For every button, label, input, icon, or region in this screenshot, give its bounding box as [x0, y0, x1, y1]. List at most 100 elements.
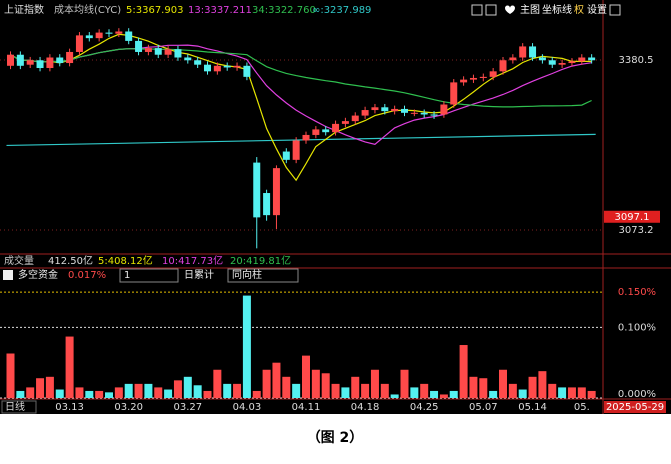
zoom-out[interactable]: [485, 4, 497, 16]
fund-bar: [518, 389, 527, 398]
candle-body: [184, 57, 192, 61]
volume-ma: 10:417.73亿: [162, 254, 223, 267]
x-tick-label: 04.11: [292, 402, 321, 413]
candle-body: [66, 51, 74, 64]
fund-bar: [124, 383, 133, 398]
fund-bar: [213, 369, 222, 398]
upload-icon[interactable]: [609, 4, 621, 16]
candle-body: [174, 49, 182, 58]
candle-body: [46, 57, 54, 69]
fund-bar: [65, 336, 74, 398]
button[interactable]: 坐标线: [542, 3, 572, 16]
moving-average: [10, 48, 592, 108]
cost-line: [6, 133, 596, 147]
candle-body: [56, 57, 64, 64]
fund-bar: [410, 387, 419, 398]
fund-bar: [45, 376, 54, 398]
candle-body: [401, 108, 408, 113]
y-tick-label: 0.100%: [618, 322, 656, 333]
fund-bar: [233, 383, 242, 398]
fund-bar: [548, 383, 557, 398]
candle-body: [450, 82, 458, 105]
fund-bar: [193, 385, 202, 398]
candle-body: [16, 54, 24, 66]
fund-bar: [105, 392, 113, 398]
candle-body: [7, 54, 14, 66]
period-label[interactable]: 日线: [5, 400, 25, 413]
fund-bar: [262, 369, 271, 398]
button[interactable]: 主图: [520, 4, 540, 16]
dropdown[interactable]: [119, 268, 179, 283]
candle-body: [125, 31, 133, 41]
fund-bar: [6, 353, 15, 398]
fund-bar: [223, 383, 232, 398]
volume-value: 412.50亿: [48, 254, 93, 267]
candle-body: [144, 48, 152, 52]
x-tick-label: 04.25: [410, 402, 439, 413]
candle-body: [538, 57, 546, 61]
volume-ma: 5:408.12亿: [98, 254, 153, 267]
last-price-box: [604, 210, 660, 223]
fund-bar: [272, 362, 281, 398]
fund-bar: [85, 390, 94, 398]
candle-body: [548, 60, 556, 65]
candle-body: [282, 151, 290, 160]
candle-body: [302, 134, 310, 141]
favorite-icon[interactable]: [505, 5, 515, 15]
x-tick-label: 05.07: [469, 402, 498, 413]
fund-bar: [114, 387, 123, 398]
candle-body: [135, 40, 143, 52]
candle-body: [223, 65, 231, 68]
candle-body: [558, 63, 566, 65]
last-price-label: 3097.1: [615, 212, 650, 223]
candle-body: [351, 115, 359, 122]
dropdown[interactable]: [227, 268, 299, 283]
candle-body: [115, 31, 123, 34]
candle-body: [440, 104, 448, 115]
dropdown-text[interactable]: 同向柱: [232, 268, 262, 281]
candle-body: [371, 107, 379, 111]
candle-body: [341, 121, 349, 124]
button[interactable]: 权: [574, 3, 584, 16]
x-tick-label: 03.20: [114, 402, 143, 413]
candle-body: [332, 123, 340, 133]
fund-bar: [469, 376, 478, 398]
fund-bar: [36, 378, 45, 398]
volume-label: 成交量: [4, 254, 34, 267]
fund-bar: [538, 371, 547, 398]
fund-bar: [95, 390, 104, 398]
x-tick-label: 03.27: [173, 402, 202, 413]
help-icon[interactable]: [3, 270, 13, 280]
candle-body: [233, 65, 241, 68]
button[interactable]: 设置: [587, 4, 607, 16]
candle-body: [391, 108, 399, 112]
dropdown-text[interactable]: 1: [124, 270, 130, 281]
period-box[interactable]: [1, 400, 37, 414]
zoom-in[interactable]: [471, 4, 483, 16]
candle-body: [499, 60, 507, 72]
ma-value: 34:3322.760: [252, 5, 316, 16]
candle-body: [292, 140, 300, 160]
fund-bar: [144, 383, 153, 398]
fund-bar: [449, 390, 458, 398]
fund-bar: [459, 345, 468, 398]
fund-bar: [351, 376, 360, 398]
fund-bar: [154, 387, 163, 398]
fund-bar: [489, 390, 498, 398]
fund-bar: [302, 355, 310, 398]
x-tick-label: 04.03: [233, 402, 262, 413]
fund-bar: [499, 369, 507, 398]
candle-body: [519, 46, 527, 58]
candle-body: [479, 76, 487, 78]
fund-bar: [242, 295, 251, 398]
fund-bar: [400, 369, 409, 398]
x-tick-label: 04.18: [351, 402, 380, 413]
x-tick-label: 05.: [574, 402, 590, 413]
candle-body: [588, 57, 596, 61]
fund-bar: [164, 389, 173, 398]
fund-bar: [252, 390, 261, 398]
fund-bar: [203, 390, 212, 398]
fund-bar: [173, 380, 182, 398]
index-name: 上证指数: [4, 3, 44, 16]
